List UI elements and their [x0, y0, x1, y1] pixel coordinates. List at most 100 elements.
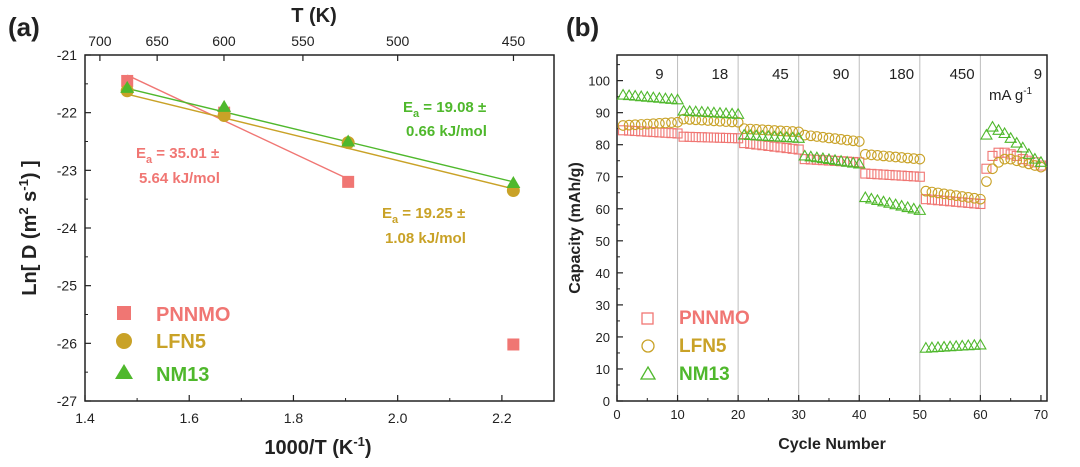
annotation-pnnmo-ea: Ea = 35.01 ± 5.64 kJ/mol — [136, 145, 220, 187]
point-b-nm13 — [695, 105, 709, 117]
point-b-lfn5 — [878, 150, 889, 162]
point-a-lfn5 — [217, 109, 231, 123]
a-y-tick-label: -24 — [57, 220, 77, 236]
point-b-nm13 — [816, 151, 830, 164]
point-b-nm13 — [1010, 136, 1024, 148]
point-b-nm13 — [634, 90, 648, 102]
rate-label: 450 — [950, 66, 975, 83]
point-b-lfn5 — [1011, 155, 1023, 167]
point-b-pnnmo — [708, 132, 719, 143]
fit-line-nm13 — [127, 87, 514, 183]
point-b-nm13 — [737, 128, 751, 140]
point-b-lfn5 — [884, 151, 895, 162]
b-y-tick-label: 70 — [596, 170, 610, 185]
point-b-pnnmo — [720, 132, 732, 143]
point-b-pnnmo — [981, 163, 992, 174]
point-a-nm13 — [217, 99, 232, 112]
point-b-nm13 — [828, 153, 842, 165]
legend-a-nm13-marker — [115, 364, 133, 379]
point-b-pnnmo — [884, 169, 895, 181]
a-y-tick-label: -22 — [57, 105, 77, 121]
point-b-lfn5 — [853, 136, 865, 147]
point-b-lfn5 — [962, 192, 974, 203]
point-b-pnnmo — [987, 150, 998, 161]
point-b-pnnmo — [624, 125, 635, 136]
annotation-lfn5-ea: Ea = 19.25 ± 1.08 kJ/mol — [382, 205, 466, 247]
a-top-tick-label: 700 — [88, 33, 112, 49]
rate-label: 45 — [772, 66, 789, 83]
point-b-nm13 — [822, 152, 836, 165]
point-b-pnnmo — [872, 169, 883, 180]
point-b-pnnmo — [714, 132, 726, 143]
point-b-nm13 — [1022, 147, 1036, 159]
b-x-tick-label: 0 — [613, 407, 620, 422]
point-b-pnnmo — [902, 170, 913, 182]
point-b-nm13 — [640, 90, 654, 102]
b-y-tick-label: 90 — [596, 106, 610, 121]
legend-b-nm13-marker — [639, 365, 657, 380]
point-b-nm13 — [834, 154, 848, 166]
svg-text:Ea = 19.25 ±: Ea = 19.25 ± — [382, 205, 465, 226]
b-x-tick-label: 20 — [731, 407, 745, 422]
point-b-nm13 — [913, 203, 927, 215]
point-b-lfn5 — [738, 123, 750, 135]
point-b-nm13 — [774, 130, 787, 142]
legend-b-nm13-label: NM13 — [679, 364, 730, 385]
legend-b-pnnmo-marker — [641, 312, 654, 325]
point-b-nm13 — [919, 341, 933, 353]
point-b-nm13 — [731, 107, 745, 119]
point-b-lfn5 — [781, 125, 792, 137]
panel-a-x-axis: 1.4 1.6 1.8 2.0 2.2 — [75, 395, 512, 426]
rate-label: 18 — [712, 66, 729, 83]
point-b-pnnmo — [654, 127, 665, 138]
b-y-tick-label: 0 — [603, 394, 610, 409]
a-x-tick-label: 2.2 — [492, 410, 512, 426]
point-b-nm13 — [877, 195, 890, 207]
point-b-nm13 — [846, 156, 860, 168]
b-x-tick-label: 50 — [913, 407, 927, 422]
point-b-lfn5 — [902, 152, 914, 164]
point-b-lfn5 — [956, 191, 968, 202]
point-b-nm13 — [979, 128, 993, 140]
panel-b-rate-labels: 9 18 45 90 180 450 9 — [655, 66, 1042, 83]
legend-a-lfn5-marker — [116, 333, 132, 349]
point-b-pnnmo — [684, 131, 695, 142]
point-b-lfn5 — [690, 114, 702, 126]
point-b-lfn5 — [999, 153, 1010, 165]
point-b-pnnmo — [860, 168, 871, 179]
point-b-lfn5 — [678, 113, 689, 125]
point-b-pnnmo — [757, 140, 768, 151]
point-b-lfn5 — [841, 134, 853, 146]
point-b-pnnmo — [630, 125, 641, 137]
point-b-lfn5 — [654, 117, 665, 129]
legend-a-nm13-label: NM13 — [156, 364, 209, 386]
point-b-nm13 — [1004, 131, 1018, 143]
point-b-pnnmo — [878, 169, 889, 180]
point-b-lfn5 — [702, 115, 714, 126]
point-b-nm13 — [652, 91, 666, 103]
fit-line-lfn5 — [127, 93, 514, 190]
point-b-pnnmo — [672, 128, 683, 139]
fit-line-pnnmo — [126, 74, 349, 180]
panel-b-x-axis: 0 10 20 30 40 50 60 70 — [613, 395, 1048, 422]
a-x-tick-label: 1.4 — [75, 410, 95, 426]
point-b-pnnmo — [642, 126, 653, 137]
point-b-lfn5 — [617, 120, 629, 131]
b-x-tick-label: 70 — [1034, 407, 1048, 422]
point-b-lfn5 — [938, 188, 950, 200]
point-b-lfn5 — [866, 149, 877, 161]
a-y-tick-label: -26 — [57, 335, 77, 351]
b-y-tick-label: 60 — [596, 202, 610, 217]
point-b-nm13 — [743, 128, 757, 140]
legend-b-lfn5-label: LFN5 — [679, 336, 727, 357]
point-b-nm13 — [780, 130, 794, 143]
point-b-nm13 — [1034, 155, 1048, 167]
point-b-nm13 — [689, 105, 703, 117]
b-y-tick-label: 100 — [588, 74, 610, 89]
point-b-lfn5 — [787, 126, 798, 137]
point-b-lfn5 — [757, 124, 768, 136]
point-a-nm13 — [506, 176, 521, 189]
point-b-nm13 — [1016, 141, 1030, 153]
point-b-lfn5 — [896, 152, 907, 163]
